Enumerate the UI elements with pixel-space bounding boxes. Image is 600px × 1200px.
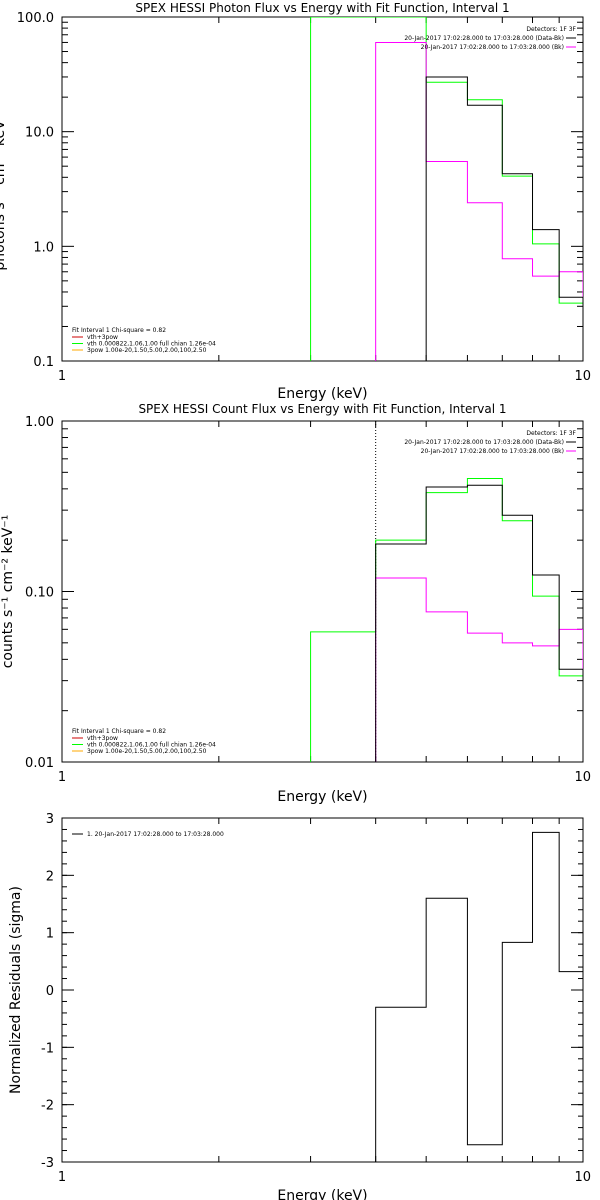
legend-header: Detectors: 1F 3F (526, 26, 576, 33)
y-tick-label: 10.0 (25, 126, 54, 141)
chart-title: SPEX HESSI Photon Flux vs Energy with Fi… (135, 1, 509, 15)
x-axis-label: Energy (keV) (277, 1188, 367, 1200)
plot-frame (61, 817, 584, 1163)
series-group (310, 17, 583, 361)
series-fit-line (310, 17, 583, 361)
series-bk-line (375, 577, 583, 762)
y-tick-label: 100.0 (17, 11, 54, 26)
legend-item-label: 20-Jan-2017 17:02:28.000 to 17:03:28.000… (421, 448, 564, 455)
x-tick-label: 10 (574, 369, 591, 384)
fit-legend-item-label: vth+3pow (87, 334, 118, 341)
y-tick-label: -2 (41, 1099, 54, 1114)
series-data-line (375, 484, 583, 762)
x-tick-label: 10 (574, 1170, 591, 1185)
y-tick-label: 0.1 (33, 355, 54, 370)
y-tick-label: 3 (46, 812, 54, 827)
series-bk-line (375, 41, 583, 361)
y-tick-label: 0.10 (25, 586, 54, 601)
fit-legend-header: Fit Interval 1 Chi-square = 0.82 (72, 327, 166, 334)
y-tick-label: 1.0 (33, 240, 54, 255)
y-tick-label: 0.01 (25, 756, 54, 771)
series-group (310, 477, 583, 762)
fit-legend-item-label: 1. 20-Jan-2017 17:02:28.000 to 17:03:28.… (87, 831, 224, 838)
x-tick-label: 1 (58, 369, 66, 384)
y-tick-label: 2 (46, 869, 54, 884)
legend-header: Detectors: 1F 3F (526, 430, 576, 437)
y-axis-label: Normalized Residuals (sigma) (8, 886, 24, 1094)
legend-item-label: 20-Jan-2017 17:02:28.000 to 17:03:28.000… (404, 439, 564, 446)
x-tick-label: 10 (574, 770, 591, 785)
x-tick-label: 1 (58, 1170, 66, 1185)
y-axis-label: photons s⁻¹ cm⁻² keV⁻¹ (0, 107, 8, 270)
plot-frame (61, 16, 584, 362)
series-data-line (375, 831, 583, 1162)
fit-legend-item-label: vth+3pow (87, 735, 118, 742)
fit-legend-item-label: vth 0.000822,1.06,1.00 full chian 1.26e-… (87, 742, 216, 749)
series-fit-line (310, 477, 583, 762)
legend-item-label: 20-Jan-2017 17:02:28.000 to 17:03:28.000… (421, 44, 564, 51)
legend-item-label: 20-Jan-2017 17:02:28.000 to 17:03:28.000… (404, 35, 564, 42)
fit-legend-item-label: 3pow 1.00e-20,1.50,5.00,2.00,100,2.50 (87, 347, 207, 354)
plot-frame (61, 420, 584, 763)
x-tick-label: 1 (58, 770, 66, 785)
fit-legend-header: Fit Interval 1 Chi-square = 0.82 (72, 728, 166, 735)
x-axis-label: Energy (keV) (277, 386, 367, 402)
y-axis-label: counts s⁻¹ cm⁻² keV⁻¹ (0, 515, 16, 669)
series-group (375, 831, 583, 1162)
photon-flux-panel: SPEX HESSI Photon Flux vs Energy with Fi… (0, 1, 591, 402)
y-tick-label: -1 (41, 1041, 54, 1056)
chart-title: SPEX HESSI Count Flux vs Energy with Fit… (138, 402, 506, 416)
y-tick-label: 0 (46, 984, 54, 999)
y-tick-label: 1 (46, 927, 54, 942)
series-data-line (425, 76, 583, 361)
y-tick-label: -3 (41, 1156, 54, 1171)
x-axis-label: Energy (keV) (277, 789, 367, 805)
fit-legend-item-label: vth 0.000822,1.06,1.00 full chian 1.26e-… (87, 341, 216, 348)
residuals-panel: 1 10 -3 -2 -1 0 1 2 3 Energy (keV) Normalized Resi… (8, 812, 591, 1200)
fit-legend-item-label: 3pow 1.00e-20,1.50,5.00,2.00,100,2.50 (87, 748, 207, 755)
count-flux-panel: SPEX HESSI Count Flux vs Energy with Fit… (0, 402, 591, 805)
y-tick-label: 1.00 (25, 415, 54, 430)
